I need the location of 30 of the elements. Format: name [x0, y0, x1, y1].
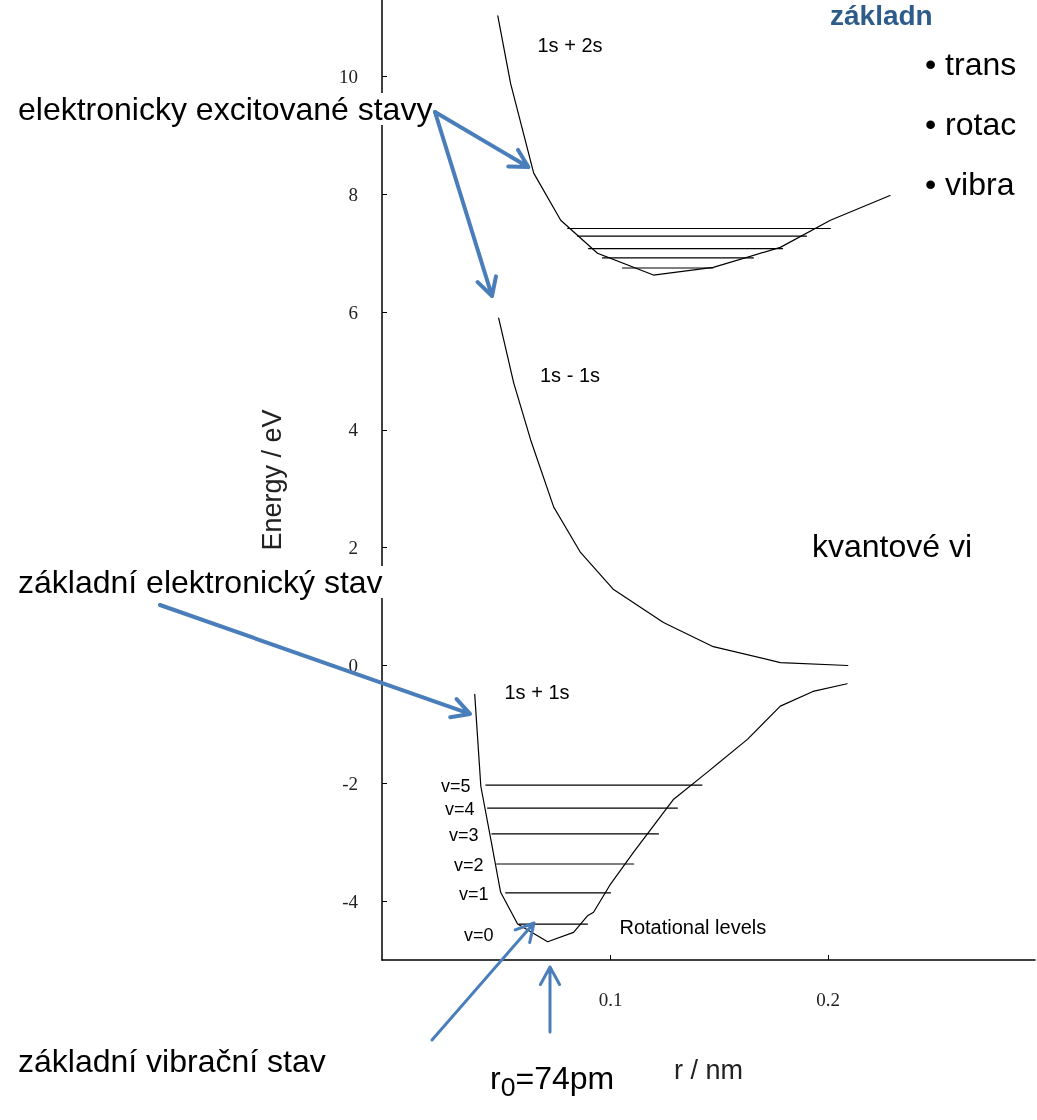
- y-tick-label: 4: [348, 419, 359, 441]
- annotation: v=3: [449, 825, 479, 845]
- y-tick-label: 2: [348, 537, 358, 559]
- annotation: základn: [830, 0, 933, 31]
- annotation: v=1: [459, 884, 489, 904]
- y-tick-label: 6: [348, 301, 358, 323]
- annotation: základní elektronický stav: [18, 564, 383, 600]
- annotation: 1s - 1s: [540, 364, 601, 386]
- y-tick-label: -4: [342, 890, 359, 912]
- annotation: Rotational levels: [619, 916, 767, 938]
- annotation: v=4: [445, 799, 475, 819]
- annotation: • trans: [925, 46, 1017, 82]
- annotation: v=5: [441, 776, 471, 796]
- y-tick-label: 8: [348, 183, 358, 205]
- annotation: 1s + 2s: [537, 34, 603, 56]
- annotation: kvantové vi: [812, 528, 973, 564]
- y-axis-title: Energy / eV: [256, 409, 287, 551]
- y-tick-label: 10: [339, 66, 358, 88]
- annotation: • vibra: [925, 166, 1015, 202]
- annotation: v=0: [464, 925, 494, 945]
- y-tick-label: -2: [342, 772, 358, 794]
- x-tick-label: 0.2: [816, 989, 841, 1010]
- x-axis-title: r / nm: [673, 1054, 744, 1085]
- annotation: v=2: [454, 855, 484, 875]
- text: r$_{0}$=74pm: [490, 1060, 615, 1103]
- annotation: 1s + 1s: [504, 681, 570, 703]
- x-tick-label: 0.1: [598, 989, 623, 1010]
- annotation: • rotac: [925, 106, 1017, 142]
- annotation: elektronicky excitované stavy: [18, 91, 433, 127]
- text: základní vibrační stav: [18, 1043, 326, 1079]
